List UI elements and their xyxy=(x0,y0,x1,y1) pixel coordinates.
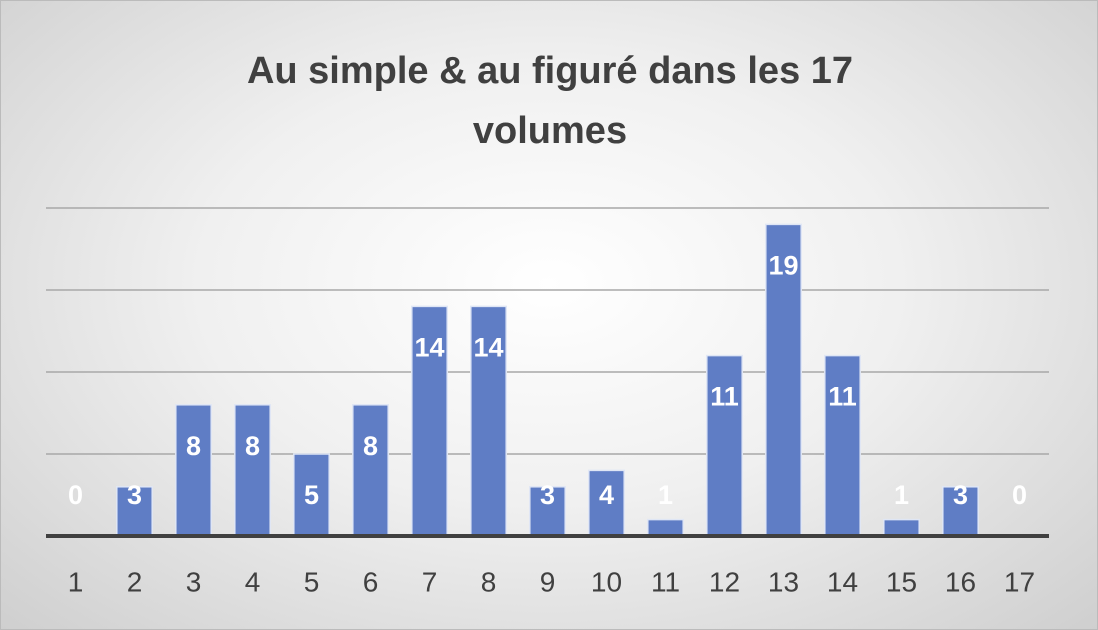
data-label: 0 xyxy=(68,480,83,510)
x-tick-label: 17 xyxy=(1004,566,1035,597)
bar xyxy=(588,469,625,537)
bar xyxy=(470,305,507,537)
bar xyxy=(824,354,861,537)
data-label: 14 xyxy=(473,333,503,363)
x-tick-label: 4 xyxy=(245,566,261,597)
bar xyxy=(647,518,684,537)
bar xyxy=(942,486,979,537)
chart-title: Au simple & au figuré dans les 17 volume… xyxy=(246,50,854,152)
data-label: 11 xyxy=(710,382,739,412)
data-label: 3 xyxy=(127,480,142,510)
x-tick-label: 10 xyxy=(591,566,622,597)
data-label: 11 xyxy=(828,382,857,412)
bar xyxy=(883,518,920,537)
x-tick-label: 13 xyxy=(768,566,799,597)
data-label: 3 xyxy=(953,480,968,510)
bar xyxy=(411,305,448,537)
x-tick-label: 14 xyxy=(827,566,858,597)
bar xyxy=(529,486,566,537)
bar xyxy=(175,404,212,537)
x-tick-label: 2 xyxy=(127,566,143,597)
x-tick-label: 3 xyxy=(186,566,202,597)
x-tick-label: 9 xyxy=(540,566,556,597)
x-tick-label: 16 xyxy=(945,566,976,597)
data-label: 1 xyxy=(894,480,909,510)
data-label: 1 xyxy=(658,480,673,510)
x-tick-label: 12 xyxy=(709,566,740,597)
data-label: 0 xyxy=(1012,480,1027,510)
x-tick-label: 1 xyxy=(68,566,84,597)
data-label: 19 xyxy=(768,251,798,281)
x-tick-label: 6 xyxy=(363,566,379,597)
data-label: 8 xyxy=(186,431,201,461)
bar xyxy=(116,486,153,537)
bar xyxy=(293,453,330,537)
data-label: 4 xyxy=(599,480,614,510)
x-tick-label: 15 xyxy=(886,566,917,597)
x-tick-label: 11 xyxy=(651,566,680,597)
x-tick-label: 7 xyxy=(422,566,438,597)
data-label: 3 xyxy=(540,480,555,510)
data-label: 8 xyxy=(245,431,260,461)
bar xyxy=(234,404,271,537)
data-label: 5 xyxy=(304,480,319,510)
data-label: 8 xyxy=(363,431,378,461)
bar xyxy=(765,223,802,537)
x-tick-label: 8 xyxy=(481,566,497,597)
data-label: 14 xyxy=(414,333,444,363)
bar xyxy=(352,404,389,537)
bar xyxy=(706,354,743,537)
x-tick-label: 5 xyxy=(304,566,320,597)
